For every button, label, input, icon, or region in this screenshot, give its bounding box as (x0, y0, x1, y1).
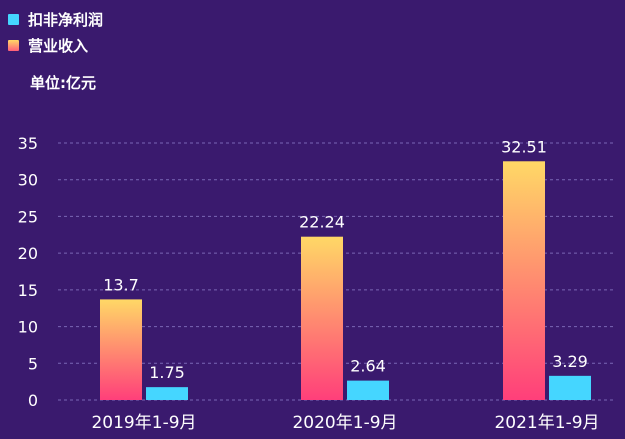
x-category-label: 2020年1-9月 (292, 413, 397, 433)
bar-profit (146, 387, 188, 400)
data-label-profit: 2.64 (350, 357, 386, 376)
bar-revenue (301, 236, 343, 400)
y-tick-label: 10 (18, 318, 38, 337)
bar-profit (549, 375, 591, 400)
legend-label-revenue: 营业收入 (28, 36, 89, 55)
y-tick-label: 30 (18, 171, 38, 190)
legend-swatch-revenue (8, 39, 19, 51)
y-tick-label: 0 (28, 391, 38, 410)
legend-item-revenue: 营业收入 (8, 32, 103, 58)
legend-swatch-profit (8, 13, 19, 25)
data-label-revenue: 32.51 (501, 137, 547, 156)
y-tick-label: 25 (18, 207, 38, 226)
bar-revenue (100, 299, 142, 400)
x-category-label: 2019年1-9月 (91, 413, 196, 433)
bar-profit (347, 380, 389, 400)
y-tick-label: 35 (18, 134, 38, 153)
x-category-label: 2021年1-9月 (494, 413, 599, 433)
bar-revenue (503, 161, 545, 400)
y-tick-label: 5 (28, 354, 38, 373)
y-tick-label: 20 (18, 244, 38, 263)
data-label-profit: 1.75 (149, 363, 185, 382)
unit-label: 单位:亿元 (30, 74, 96, 92)
legend-item-profit: 扣非净利润 (8, 6, 103, 32)
y-tick-label: 15 (18, 281, 38, 300)
data-label-revenue: 13.7 (103, 275, 139, 294)
data-label-profit: 3.29 (552, 352, 588, 371)
legend-label-profit: 扣非净利润 (28, 10, 104, 29)
data-label-revenue: 22.24 (299, 213, 345, 232)
legend: 扣非净利润 营业收入 (8, 6, 103, 58)
